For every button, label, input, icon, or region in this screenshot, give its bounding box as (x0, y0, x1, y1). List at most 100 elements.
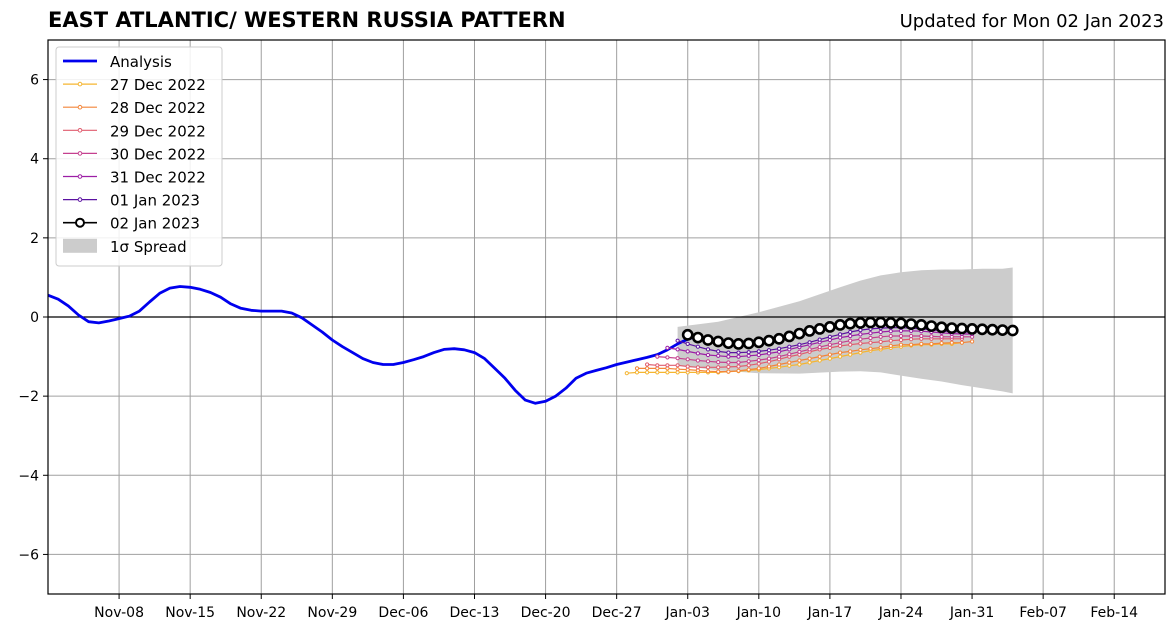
legend-label: 31 Dec 2022 (110, 169, 206, 187)
forecast-point (695, 358, 701, 363)
x-tick-label: Nov-22 (236, 605, 286, 621)
forecast-point (705, 369, 711, 374)
forecast-point (838, 350, 843, 355)
forecast-point (766, 348, 772, 353)
forecast-point (864, 316, 877, 329)
x-tick-label: Jan-03 (665, 605, 710, 621)
forecast-point (736, 350, 741, 355)
forecast-point (848, 329, 853, 335)
forecast-point (685, 364, 690, 369)
forecast-point (716, 349, 721, 354)
forecast-point (675, 338, 680, 343)
y-tick-label: −4 (18, 468, 39, 484)
legend-label: Analysis (110, 53, 172, 71)
forecast-point (898, 337, 904, 343)
forecast-point (905, 318, 917, 330)
forecast-29-dec-2022 (645, 336, 965, 370)
forecast-point (919, 333, 924, 339)
forecast-point (848, 338, 853, 343)
legend-swatch-marker (77, 128, 83, 133)
y-tick-label: 6 (30, 73, 39, 89)
forecast-point (695, 351, 701, 356)
forecast-point (777, 354, 782, 359)
legend-label: 28 Dec 2022 (110, 99, 206, 117)
forecast-point (929, 341, 934, 346)
forecast-point (996, 324, 1009, 336)
forecast-point (949, 340, 954, 345)
forecast-point (692, 331, 704, 344)
forecast-point (959, 340, 965, 345)
forecast-point (712, 335, 725, 348)
analysis-series (47, 285, 699, 405)
forecast-point (736, 368, 741, 373)
forecast-point (732, 337, 745, 350)
forecast-point (848, 342, 853, 347)
forecast-point (746, 359, 751, 364)
forecast-point (827, 342, 833, 347)
forecast-point (645, 362, 650, 367)
legend: Analysis 27 Dec 2022 28 Dec 2022 29 Dec 202… (55, 46, 223, 267)
forecast-point (705, 359, 711, 364)
x-tick-label: Jan-17 (807, 605, 852, 621)
forecast-point (702, 334, 714, 346)
forecast-point (827, 356, 833, 361)
x-tick-label: Feb-14 (1090, 605, 1138, 621)
forecast-point (645, 370, 650, 375)
forecast-point (736, 360, 741, 365)
forecast-point (681, 328, 694, 341)
forecast-point (685, 357, 690, 362)
forecast-point (909, 342, 914, 347)
forecast-point (878, 329, 883, 335)
x-tick-label: Jan-24 (878, 605, 924, 621)
forecast-28-dec-2022 (634, 339, 975, 374)
forecast-point (777, 362, 782, 367)
forecast-point (655, 354, 660, 359)
forecast-point (705, 352, 711, 358)
forecast-point (888, 338, 893, 343)
forecast-31-dec-2022 (665, 328, 975, 359)
forecast-point (919, 341, 924, 346)
forecast-point (797, 362, 802, 367)
legend-swatch-marker (77, 151, 83, 156)
forecast-point (675, 347, 680, 352)
forecast-point (665, 370, 670, 375)
analysis-line (47, 285, 699, 405)
y-tick-label: 2 (30, 231, 39, 247)
forecast-point (746, 363, 751, 368)
forecast-point (838, 340, 843, 345)
forecast-point (675, 367, 680, 372)
forecast-point (878, 345, 883, 350)
forecast-point (746, 367, 751, 372)
forecast-point (807, 347, 812, 352)
forecast-point (665, 355, 670, 360)
y-axis-ticks: 6 4 2 0 −2 −4 −6 (18, 73, 48, 563)
forecast-point (726, 360, 731, 365)
forecast-point (925, 320, 938, 332)
y-tick-label: −2 (18, 389, 39, 405)
forecast-point (945, 322, 958, 334)
forecast-point (854, 316, 867, 329)
x-tick-label: Dec-13 (450, 605, 500, 621)
forecast-point (878, 339, 883, 344)
forecast-point (817, 345, 822, 350)
forecast-point (848, 349, 853, 354)
forecast-point (726, 350, 731, 355)
forecast-point (915, 318, 928, 331)
y-tick-label: 4 (30, 152, 39, 168)
forecast-point (695, 344, 701, 349)
forecast-point (888, 333, 893, 339)
forecast-point (888, 329, 893, 334)
forecast-point (844, 317, 857, 330)
legend-label: 29 Dec 2022 (110, 122, 206, 140)
forecast-point (976, 323, 989, 336)
forecast-point (746, 350, 751, 355)
forecast-point (797, 358, 802, 363)
forecast-point (655, 363, 660, 368)
forecast-point (756, 349, 761, 354)
forecast-point (675, 356, 680, 361)
x-tick-label: Dec-27 (592, 605, 642, 621)
forecast-point (675, 363, 680, 368)
legend-swatch-marker (77, 197, 83, 202)
spread-band (677, 267, 1013, 394)
forecast-point (827, 334, 833, 339)
